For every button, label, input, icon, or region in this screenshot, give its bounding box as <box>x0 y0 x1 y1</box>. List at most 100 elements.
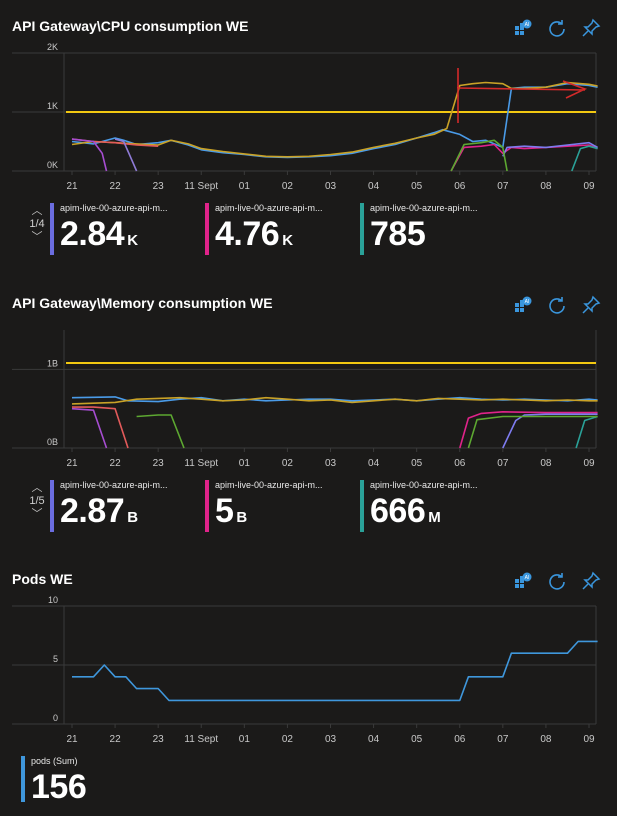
x-tick-label: 07 <box>497 458 509 469</box>
refresh-icon[interactable] <box>547 571 567 591</box>
legend-series-name: pods (Sum) <box>31 756 78 766</box>
x-tick-label: 23 <box>153 181 165 192</box>
y-tick-label: 1B <box>47 358 58 368</box>
legend-series-name: apim-live-00-azure-api-m... <box>370 480 478 490</box>
pager-up-icon[interactable]: ︿ <box>31 205 43 217</box>
series-line <box>467 415 598 449</box>
x-tick-label: 03 <box>325 181 337 192</box>
x-tick-label: 22 <box>110 734 122 745</box>
x-tick-label: 22 <box>110 458 122 469</box>
x-tick-label: 09 <box>583 181 595 192</box>
insights-icon[interactable]: AI <box>513 295 533 315</box>
x-tick-label: 06 <box>454 181 466 192</box>
refresh-icon[interactable] <box>547 295 567 315</box>
y-tick-label: 2K <box>47 42 58 52</box>
series-line <box>450 139 508 172</box>
memory-legend-pager[interactable]: ︿ 1/5 ﹀ <box>22 482 52 520</box>
legend-value: 2.84 K <box>60 215 139 253</box>
x-tick-label: 21 <box>66 734 78 745</box>
svg-text:AI: AI <box>525 22 530 28</box>
pager-down-icon[interactable]: ﹀ <box>31 231 43 243</box>
legend-series-name: apim-live-00-azure-api-m... <box>215 203 323 213</box>
series-line <box>71 396 598 405</box>
x-tick-label: 08 <box>540 181 552 192</box>
pin-icon[interactable] <box>581 18 601 38</box>
x-tick-label: 08 <box>540 458 552 469</box>
refresh-icon[interactable] <box>547 18 567 38</box>
y-tick-label: 5 <box>53 654 58 664</box>
cpu-panel-title: API Gateway\CPU consumption WE <box>12 18 249 34</box>
x-tick-label: 05 <box>411 734 423 745</box>
insights-icon[interactable]: AI <box>513 571 533 591</box>
legend-series-name: apim-live-00-azure-api-m... <box>370 203 478 213</box>
x-tick-label: 11 Sept <box>184 734 218 745</box>
series-line <box>136 414 185 449</box>
x-tick-label: 07 <box>497 734 509 745</box>
x-tick-label: 02 <box>282 458 294 469</box>
pager-label: 1/5 <box>29 495 45 507</box>
memory-toolbar: AI <box>513 295 601 315</box>
x-tick-label: 09 <box>583 458 595 469</box>
x-tick-label: 11 Sept <box>184 458 218 469</box>
x-tick-label: 11 Sept <box>184 181 218 192</box>
memory-panel: API Gateway\Memory consumption WE AI 0B 1… <box>0 295 617 545</box>
x-tick-label: 05 <box>411 181 423 192</box>
series-line <box>575 415 598 449</box>
x-tick-label: 01 <box>239 734 251 745</box>
pin-icon[interactable] <box>581 295 601 315</box>
x-tick-label: 22 <box>110 181 122 192</box>
pin-icon[interactable] <box>581 571 601 591</box>
legend-color-bar <box>205 480 209 532</box>
cpu-legend-pager[interactable]: ︿ 1/4 ﹀ <box>22 205 52 243</box>
series-line <box>114 138 138 172</box>
red-annotation-arrow <box>456 67 588 123</box>
legend-value: 2.87 B <box>60 492 139 530</box>
x-tick-label: 02 <box>282 734 294 745</box>
legend-color-bar <box>50 480 54 532</box>
memory-chart[interactable]: 0B 1B 21 22 23 11 Sept 01 02 03 04 05 06 07 08 09 <box>0 320 617 495</box>
x-tick-label: 21 <box>66 458 78 469</box>
x-tick-label: 01 <box>239 458 251 469</box>
series-line <box>450 143 598 172</box>
insights-icon[interactable]: AI <box>513 18 533 38</box>
legend-value: 785 <box>370 215 426 253</box>
series-line <box>71 407 108 449</box>
series-line <box>72 640 598 702</box>
x-tick-label: 08 <box>540 734 552 745</box>
x-tick-label: 06 <box>454 734 466 745</box>
x-tick-label: 23 <box>153 734 165 745</box>
pods-toolbar: AI <box>513 571 601 591</box>
x-tick-label: 04 <box>368 458 380 469</box>
series-line <box>459 411 598 449</box>
pager-down-icon[interactable]: ﹀ <box>31 508 43 520</box>
x-tick-label: 03 <box>325 734 337 745</box>
x-tick-label: 23 <box>153 458 165 469</box>
legend-series-name: apim-live-00-azure-api-m... <box>215 480 323 490</box>
y-tick-label: 0K <box>47 160 58 170</box>
x-tick-label: 09 <box>583 734 595 745</box>
pager-label: 1/4 <box>29 218 45 230</box>
legend-series-name: apim-live-00-azure-api-m... <box>60 203 168 213</box>
memory-panel-title: API Gateway\Memory consumption WE <box>12 295 273 311</box>
y-tick-label: 0 <box>53 713 58 723</box>
cpu-chart[interactable]: 0K 1K 2K 21 22 23 11 Sept 01 02 03 04 05 06 07 08 09 <box>0 42 617 218</box>
legend-color-bar <box>360 203 364 255</box>
pager-up-icon[interactable]: ︿ <box>31 482 43 494</box>
cpu-panel: API Gateway\CPU consumption WE AI 0K 1K 2K… <box>0 18 617 268</box>
legend-color-bar <box>360 480 364 532</box>
legend-series-name: apim-live-00-azure-api-m... <box>60 480 168 490</box>
x-tick-label: 04 <box>368 734 380 745</box>
x-tick-label: 04 <box>368 181 380 192</box>
x-tick-label: 02 <box>282 181 294 192</box>
cpu-toolbar: AI <box>513 18 601 38</box>
legend-value: 156 <box>31 768 87 806</box>
legend-value: 666 M <box>370 492 441 530</box>
x-tick-label: 01 <box>239 181 251 192</box>
series-line <box>571 145 598 172</box>
series-line <box>71 138 108 172</box>
x-tick-label: 03 <box>325 458 337 469</box>
legend-color-bar <box>50 203 54 255</box>
legend-color-bar <box>205 203 209 255</box>
